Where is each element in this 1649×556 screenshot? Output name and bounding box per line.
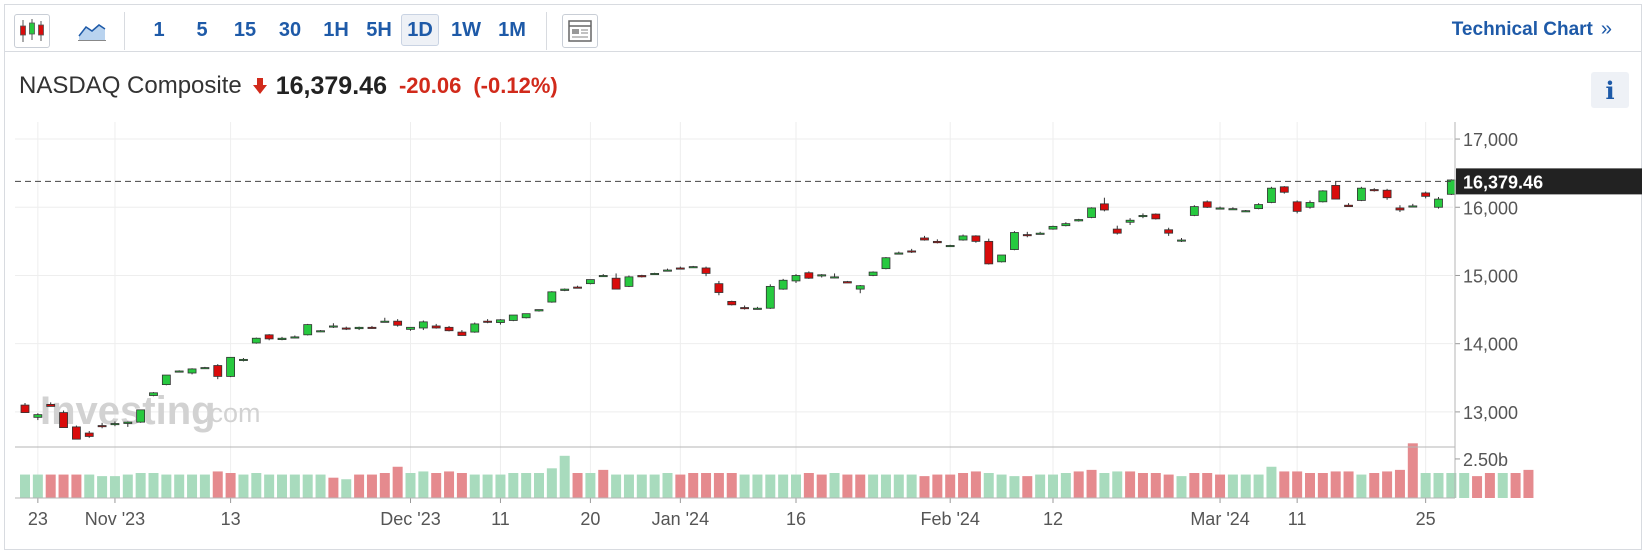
technical-chart-link[interactable]: Technical Chart » [1452,18,1612,41]
interval-1h-button[interactable]: 1H [323,18,349,41]
technical-chart-label: Technical Chart [1451,18,1593,40]
interval-1m-button[interactable]: 1M [498,18,526,41]
candlestick-icon[interactable] [14,14,50,48]
last-price: 16,379.46 [275,71,387,100]
interval-1d-button[interactable]: 1D [401,14,439,46]
area-chart-icon[interactable] [74,14,110,48]
instrument-name: NASDAQ Composite [19,72,242,99]
interval-5h-button[interactable]: 5H [366,18,392,41]
arrow-down-icon [252,77,268,95]
info-button[interactable]: i [1591,72,1629,108]
interval-15-button[interactable]: 15 [233,18,257,41]
toolbar-separator [546,12,547,50]
instrument-header: NASDAQ Composite 16,379.46 -20.06 (-0.12… [19,70,558,102]
double-chevron-right-icon: » [1600,18,1612,40]
price-change-percent: (-0.12%) [473,73,558,98]
interval-1w-button[interactable]: 1W [451,18,481,41]
chart-layout-icon[interactable] [562,14,598,48]
toolbar-separator [124,12,125,50]
chart-frame [4,4,1642,550]
interval-5-button[interactable]: 5 [196,18,208,41]
interval-1-button[interactable]: 1 [153,18,165,41]
chart-toolbar: 1 5 15 30 1H 5H 1D 1W 1M Technical Chart… [4,4,1642,52]
price-change: -20.06 [398,73,462,98]
interval-30-button[interactable]: 30 [278,18,302,41]
